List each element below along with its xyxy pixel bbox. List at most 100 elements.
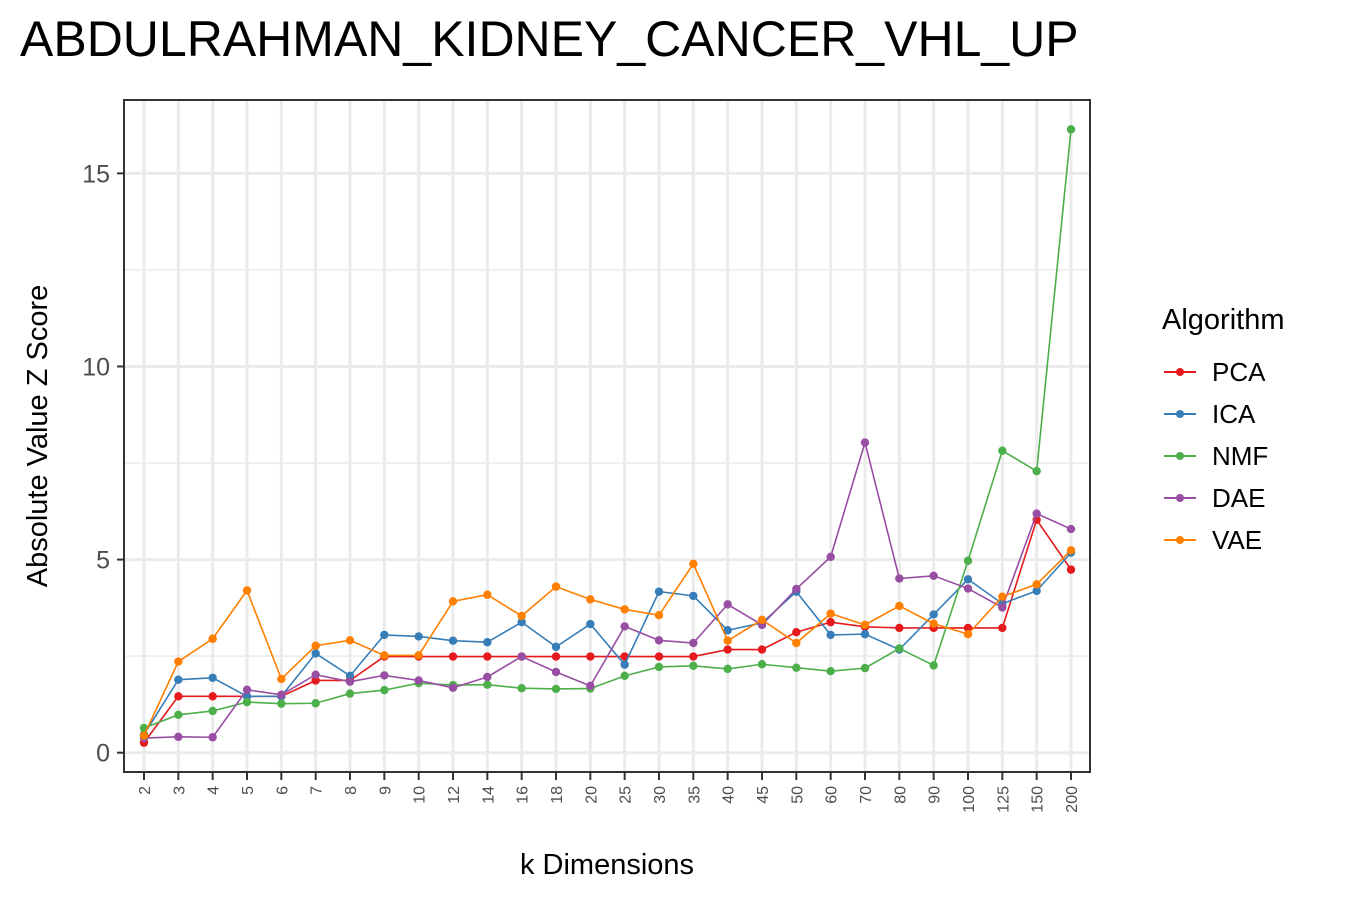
data-point [277,690,286,699]
data-point [654,662,664,672]
data-point [551,684,561,694]
data-point [139,731,149,740]
data-point [311,649,320,658]
data-point [1032,580,1041,589]
legend-label: NMF [1212,440,1269,471]
data-point [860,629,870,639]
data-point [654,636,664,645]
data-point [311,641,320,650]
data-point [963,629,973,639]
data-point [517,652,526,661]
data-point [242,586,252,595]
series-line-ica [143,552,1072,735]
x-tick-label: 35 [686,786,703,804]
data-point [757,615,767,625]
y-tick-label: 0 [96,740,110,768]
data-point [757,645,767,654]
data-point [895,574,904,583]
data-point [174,732,183,742]
series-line-vae [143,549,1072,737]
x-tick-label: 2 [137,786,154,795]
data-point [792,638,801,648]
data-point [860,438,870,447]
data-point [689,591,698,601]
legend-label: DAE [1212,482,1266,513]
data-point [345,671,355,681]
data-point [551,582,561,591]
series-line-nmf [143,129,1072,729]
data-point [311,699,320,708]
x-tick-label: 200 [1064,786,1081,813]
data-point [689,638,698,648]
data-point [174,675,183,684]
data-point [895,623,904,633]
chart-title: ABDULRAHMAN_KIDNEY_CANCER_VHL_UP [20,11,1079,67]
legend-key [1162,446,1198,466]
data-point [826,552,835,562]
data-point [826,609,835,618]
data-point [826,617,835,627]
data-point [448,652,458,661]
data-point [998,446,1007,455]
x-tick-label: 16 [515,786,532,804]
x-tick-label: 14 [480,786,497,804]
data-point [1066,565,1076,574]
data-point [998,603,1007,612]
x-tick-label: 90 [927,786,944,804]
legend-item-vae: VAE [1162,519,1285,561]
legend-label: PCA [1212,356,1266,387]
legend: Algorithm PCA ICA NMF DAE VAE [1162,304,1285,561]
x-axis-label: k Dimensions [520,849,694,881]
x-tick-label: 3 [171,786,188,795]
data-point [208,692,217,701]
data-point [1032,509,1041,518]
data-point [208,634,217,643]
data-point [586,619,595,629]
data-point [517,683,526,693]
data-point [174,710,183,720]
data-point [380,685,389,695]
data-point [998,592,1007,601]
y-tick-label: 5 [96,547,110,575]
data-point [929,619,938,628]
data-point [723,626,732,635]
data-point [895,601,904,611]
data-point [242,697,252,707]
x-tick-label: 70 [858,786,875,804]
legend-items: PCA ICA NMF DAE VAE [1162,351,1285,561]
data-point [826,667,835,676]
data-point [689,661,698,670]
data-point [620,622,629,631]
data-point [929,610,938,619]
data-point [483,652,492,661]
data-point [174,692,183,701]
x-tick-label: 10 [412,786,429,804]
data-point [1066,524,1076,534]
data-point [654,652,664,661]
legend-key [1162,362,1198,382]
data-point [860,620,870,630]
data-point [689,559,698,569]
data-point [380,651,389,660]
data-point [723,664,732,674]
data-point [517,611,526,621]
data-point [345,677,355,686]
data-point [208,673,217,682]
data-point [792,627,801,637]
data-point [551,652,561,661]
data-point [998,623,1007,633]
data-point [689,652,698,661]
data-point [620,605,629,614]
data-point [208,706,217,716]
legend-title: Algorithm [1162,304,1285,336]
data-point [586,595,595,604]
data-point [414,676,423,685]
data-point [723,645,732,654]
data-point [860,663,870,673]
x-tick-label: 4 [206,786,223,795]
data-point [1066,546,1076,555]
data-point [448,636,458,645]
data-point [448,683,458,693]
